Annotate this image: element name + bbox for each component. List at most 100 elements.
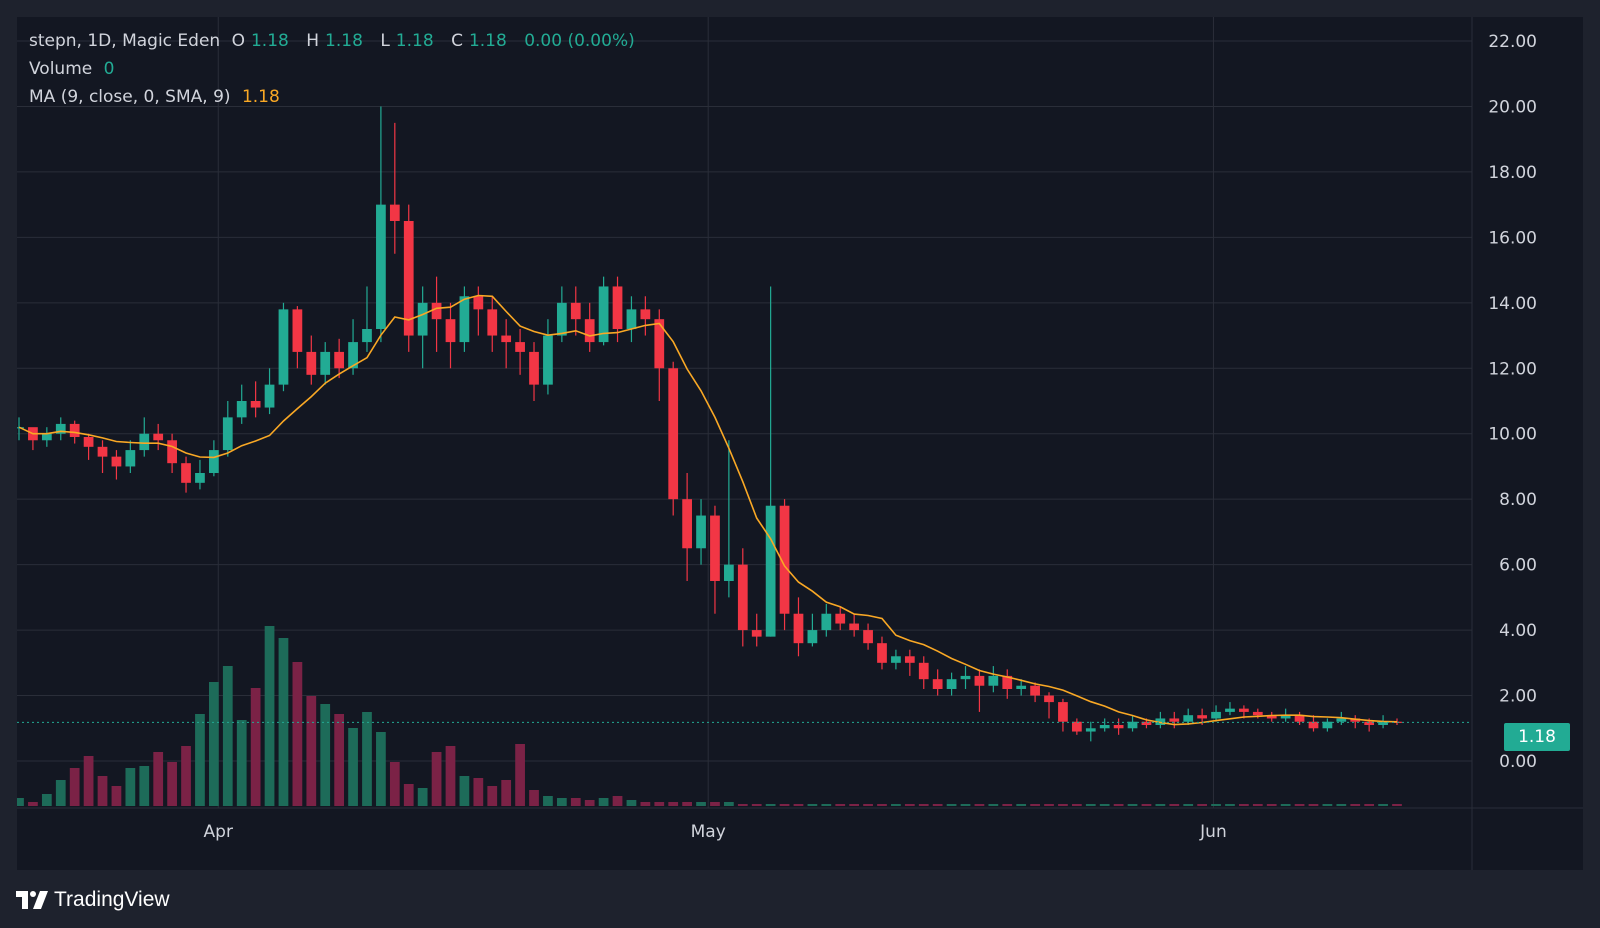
candle-body <box>236 401 247 418</box>
volume-bar <box>793 804 804 806</box>
candle-body <box>849 623 860 631</box>
volume-bar <box>306 696 317 806</box>
candle-body <box>487 309 498 336</box>
volume-bar <box>473 778 484 806</box>
price-tick-label: 2.00 <box>1499 687 1537 707</box>
candle-body <box>668 368 679 500</box>
candle-body <box>264 384 275 408</box>
candle-body <box>696 515 706 549</box>
price-tick-label: 8.00 <box>1499 490 1537 510</box>
candle-body <box>1378 721 1388 725</box>
candle-body <box>960 675 971 680</box>
volume-bar <box>710 802 720 806</box>
price-tick-label: 6.00 <box>1499 556 1537 576</box>
candle-body <box>417 302 428 336</box>
candle-body <box>612 286 623 329</box>
volume-bar <box>125 768 136 806</box>
volume-bars <box>17 626 1402 806</box>
tradingview-logo[interactable]: TradingView <box>16 886 170 914</box>
candle-body <box>1350 718 1361 722</box>
candle-body <box>584 319 595 343</box>
chart-frame[interactable]: 22.00 20.00 18.00 16.00 14.00 12.00 10.00 8.00 6… <box>17 17 1583 870</box>
candle-body <box>292 309 303 352</box>
volume-bar <box>584 800 595 806</box>
price-tick-label: 0.00 <box>1499 752 1537 772</box>
volume-bar <box>1308 804 1319 806</box>
volume-bar <box>181 746 191 806</box>
candle-body <box>807 630 818 644</box>
time-tick-label: Apr <box>204 822 233 842</box>
candle-body <box>1225 708 1235 712</box>
volume-bar <box>682 802 692 806</box>
volume-bar <box>28 802 38 806</box>
candle-body <box>1183 715 1194 722</box>
volume-label: Volume <box>29 59 93 79</box>
candle-body <box>181 463 191 483</box>
volume-bar <box>904 804 915 806</box>
candle-body <box>1308 721 1319 729</box>
candle-body <box>222 417 233 451</box>
volume-bar <box>292 662 303 806</box>
volume-bar <box>946 804 957 806</box>
volume-bar <box>1044 804 1054 806</box>
candle-body <box>1113 725 1124 729</box>
volume-bar <box>543 796 553 806</box>
symbol-label[interactable]: stepn, 1D, Magic Eden <box>29 31 221 51</box>
volume-bar <box>849 804 860 806</box>
candle-body <box>724 564 734 581</box>
open-value: 1.18 <box>250 31 289 51</box>
volume-bar <box>932 804 943 806</box>
volume-bar <box>1113 804 1124 806</box>
volume-bar <box>877 804 887 806</box>
price-tick-label: 4.00 <box>1499 621 1537 641</box>
candle-body <box>153 433 164 441</box>
volume-bar <box>320 704 331 806</box>
candle-body <box>932 679 943 689</box>
volume-bar <box>236 720 247 806</box>
volume-bar <box>960 804 971 806</box>
candle-body <box>682 499 692 549</box>
open-label: O <box>231 31 245 51</box>
volume-bar <box>1225 804 1235 806</box>
candle-body <box>779 505 790 614</box>
volume-bar <box>1169 804 1180 806</box>
candle-body <box>473 296 484 310</box>
volume-bar <box>501 780 512 806</box>
candle-body <box>877 643 887 663</box>
price-tick-label: 22.00 <box>1488 32 1537 52</box>
volume-bar <box>208 682 219 806</box>
volume-bar <box>1322 804 1333 806</box>
candles <box>17 106 1402 742</box>
volume-bar <box>1294 804 1305 806</box>
candle-body <box>974 675 985 686</box>
price-tick-label: 12.00 <box>1488 359 1537 379</box>
time-axis[interactable]: AprMayJunJulAugSep <box>204 822 1583 842</box>
volume-bar <box>654 802 665 806</box>
volume-bar <box>863 804 873 806</box>
volume-bar <box>626 800 637 806</box>
volume-bar <box>41 794 52 806</box>
candle-body <box>55 423 66 434</box>
volume-bar <box>1183 804 1194 806</box>
candlestick-chart[interactable]: 22.00 20.00 18.00 16.00 14.00 12.00 10.00 8.00 6… <box>17 17 1583 870</box>
candle-body <box>83 437 94 447</box>
volume-bar <box>1002 804 1013 806</box>
price-axis[interactable]: 22.00 20.00 18.00 16.00 14.00 12.00 10.00 8.00 6… <box>1488 32 1537 772</box>
candle-body <box>1044 695 1054 703</box>
candle-body <box>195 473 205 483</box>
price-tick-label: 20.00 <box>1488 97 1537 117</box>
candle-body <box>431 302 442 320</box>
ma-legend[interactable]: MA (9, close, 0, SMA, 9) 1.18 <box>29 87 286 107</box>
candle-body <box>710 515 720 581</box>
volume-bar <box>1239 804 1249 806</box>
volume-legend[interactable]: Volume 0 <box>29 59 120 79</box>
volume-bar <box>1252 804 1263 806</box>
volume-bar <box>724 802 734 806</box>
candle-body <box>765 505 776 637</box>
last-price-badge: 1.18 <box>1504 723 1570 751</box>
volume-bar <box>779 804 790 806</box>
volume-bar <box>153 752 164 806</box>
volume-bar <box>1085 804 1096 806</box>
ma-value: 1.18 <box>241 87 280 107</box>
volume-bar <box>17 798 24 806</box>
